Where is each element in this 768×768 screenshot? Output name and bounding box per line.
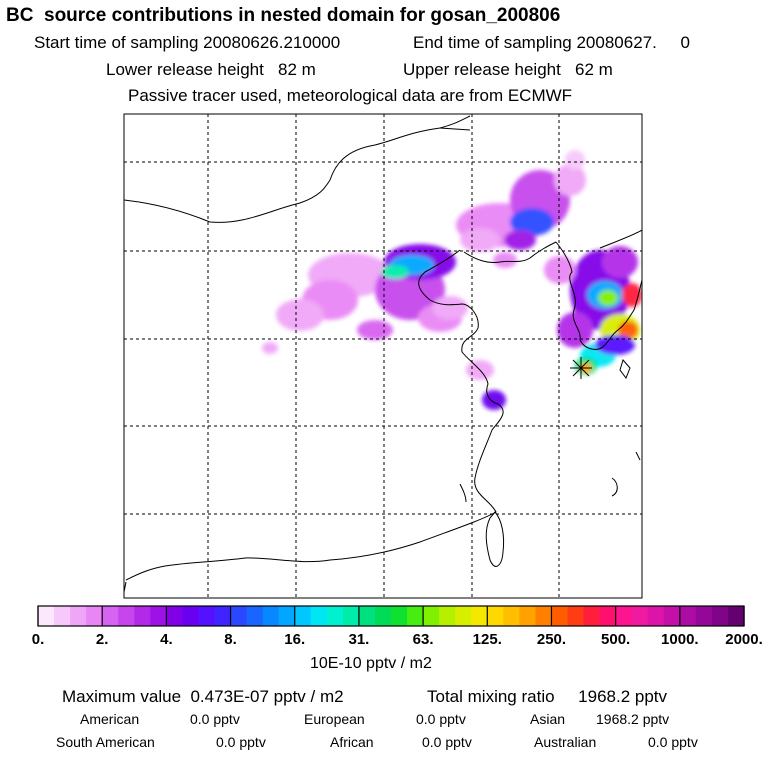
concentration-blob [504, 230, 536, 250]
concentration-blob [493, 252, 517, 268]
colorbar-cell [407, 606, 424, 626]
concentration-blob [602, 246, 638, 278]
colorbar-cell [294, 606, 312, 626]
concentration-blob [544, 256, 576, 284]
total-mixing-text: Total mixing ratio 1968.2 pptv [427, 687, 668, 706]
colorbar-cell [439, 606, 456, 626]
colorbar-cell [166, 606, 184, 626]
colorbar-cell [150, 606, 167, 626]
concentration-blob [262, 342, 278, 354]
region-value: 0.0 pptv [416, 711, 466, 727]
grid-lines [124, 114, 642, 598]
colorbar-cell [519, 606, 537, 626]
colorbar-cell [471, 606, 488, 626]
colorbar-cell [134, 606, 151, 626]
colorbar-cell [118, 606, 135, 626]
colorbar-cell [54, 606, 71, 626]
concentration-blob [595, 335, 635, 355]
colorbar-cell [583, 606, 601, 626]
region-name: Asian [530, 711, 566, 727]
colorbar-cell [70, 606, 87, 626]
colorbar-cell [358, 606, 376, 626]
colorbar-tick-label: 125. [472, 631, 502, 648]
colorbar-cell [86, 606, 103, 626]
colorbar-tick-label: 1000. [661, 631, 699, 648]
concentration-blob [554, 164, 586, 196]
concentration-blob [460, 228, 500, 252]
start-sampling-text: Start time of sampling 20080626.210000 [34, 33, 341, 52]
gosan-marker-icon [570, 357, 592, 379]
region-name: African [330, 734, 374, 750]
colorbar-cell [599, 606, 617, 626]
tracer-note-text: Passive tracer used, meteorological data… [128, 86, 573, 105]
region-value: 0.0 pptv [216, 734, 266, 750]
colorbar-cell [326, 606, 344, 626]
colorbar-cell [262, 606, 280, 626]
colorbar-cell [38, 606, 55, 626]
colorbar-cell [230, 606, 248, 626]
colorbar-tick-label: 8. [224, 631, 237, 648]
colorbar-cell [679, 606, 697, 626]
colorbar-cell [727, 606, 745, 626]
colorbar-cell [374, 606, 392, 626]
colorbar-cell [631, 606, 649, 626]
concentration-blob [565, 150, 585, 170]
concentration-blob [432, 296, 468, 320]
region-value: 0.0 pptv [422, 734, 472, 750]
region-value: 1968.2 pptv [596, 711, 670, 727]
colorbar-tick-label: 31. [348, 631, 370, 648]
colorbar-cell [278, 606, 296, 626]
colorbar-cell [246, 606, 264, 626]
colorbar-tick-label: 500. [601, 631, 631, 648]
colorbar-cell [567, 606, 585, 626]
concentration-blob [276, 299, 324, 331]
colorbar-cell [455, 606, 472, 626]
colorbar-tick-label: 16. [284, 631, 306, 648]
colorbar-unit: 10E-10 pptv / m2 [310, 655, 432, 672]
colorbar-cell [310, 606, 328, 626]
colorbar-cell [342, 606, 360, 626]
colorbar-cell [695, 606, 713, 626]
colorbar-cell [503, 606, 520, 626]
colorbar-cell [647, 606, 665, 626]
chart-title: BC source contributions in nested domain… [6, 5, 561, 26]
colorbar-cell [487, 606, 504, 626]
colorbar-cell [182, 606, 200, 626]
coastlines [124, 115, 642, 593]
colorbar-tick-label: 63. [412, 631, 434, 648]
colorbar-cell [535, 606, 553, 626]
colorbar-tick-label: 2000. [725, 631, 763, 648]
upper-release-text: Upper release height 62 m [403, 60, 613, 79]
region-value: 0.0 pptv [190, 711, 240, 727]
colorbar-cell [391, 606, 408, 626]
colorbar-cell [711, 606, 729, 626]
end-sampling-text: End time of sampling 20080627. 0 [413, 33, 690, 52]
region-name: European [304, 711, 365, 727]
max-value-text: Maximum value 0.473E-07 pptv / m2 [62, 687, 344, 706]
region-value: 0.0 pptv [648, 734, 698, 750]
colorbar-tick-label: 0. [31, 631, 45, 648]
lower-release-text: Lower release height 82 m [106, 60, 316, 79]
concentration-blob [598, 290, 618, 306]
colorbar-cell [551, 606, 569, 626]
region-name: American [80, 711, 140, 727]
colorbar-cell [214, 606, 232, 626]
colorbar-cell [102, 606, 119, 626]
colorbar-tick-label: 4. [160, 631, 173, 648]
colorbar-tick-label: 250. [536, 631, 567, 648]
region-name: Australian [534, 734, 597, 750]
colorbar-cell [663, 606, 681, 626]
concentration-blob [510, 208, 554, 236]
concentration-blob [381, 265, 409, 279]
region-name: South American [56, 734, 155, 750]
colorbar-cell [615, 606, 633, 626]
concentration-blob [557, 312, 593, 348]
map-frame [123, 113, 643, 599]
colorbar-cell [198, 606, 216, 626]
colorbar-tick-label: 2. [95, 631, 109, 648]
colorbar-cell [423, 606, 440, 626]
